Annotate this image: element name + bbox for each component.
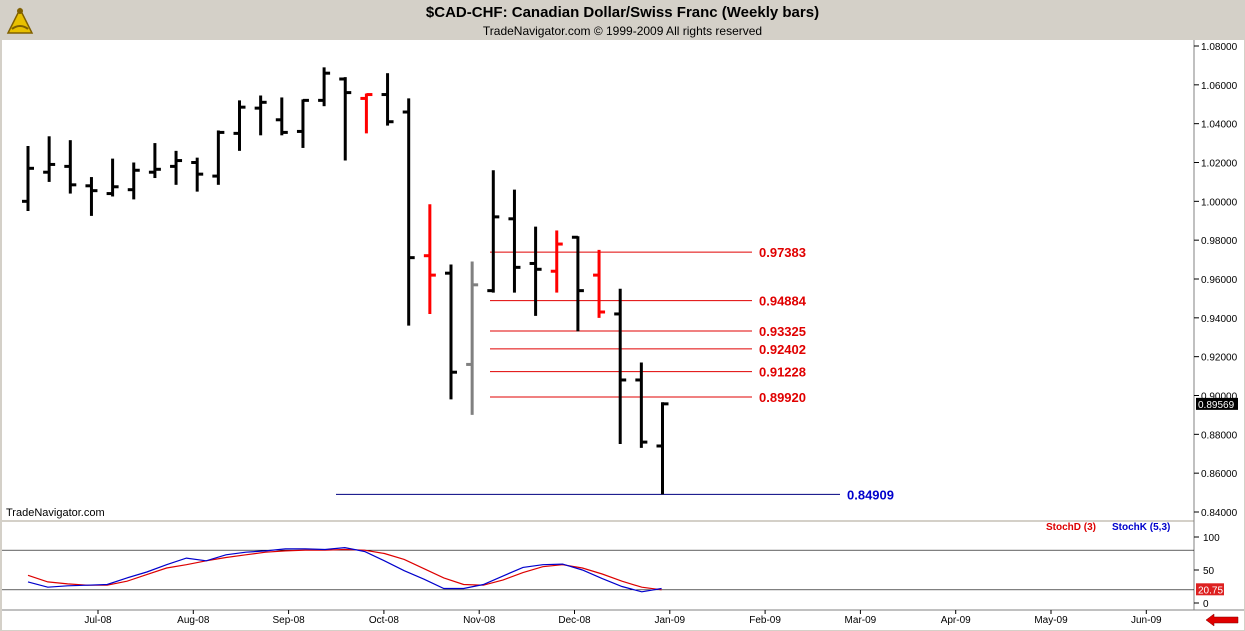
price-bar	[212, 130, 225, 185]
price-bar	[254, 95, 267, 136]
price-bar	[339, 77, 352, 161]
price-tick-label: 1.02000	[1201, 159, 1238, 170]
price-bar	[43, 136, 56, 182]
price-tick-label: 1.06000	[1201, 81, 1238, 92]
last-price-label: 0.89569	[1196, 397, 1238, 411]
price-bar	[571, 235, 584, 332]
date-tick-label: Aug-08	[177, 615, 210, 626]
price-bar	[360, 93, 373, 134]
price-tick-label: 0.96000	[1201, 275, 1238, 286]
price-bar	[487, 170, 500, 293]
date-tick-label: Feb-09	[749, 615, 781, 626]
price-bar	[191, 157, 204, 192]
price-bar	[85, 177, 98, 216]
stochastic-panel	[2, 522, 1194, 610]
price-tick-label: 0.90000	[1201, 392, 1238, 403]
price-bar	[656, 402, 669, 495]
legend-stoch-d: StochD (3)	[1046, 522, 1096, 533]
legend-stoch-k: StochK (5,3)	[1112, 522, 1170, 533]
stoch-d-line	[27, 548, 662, 591]
price-bar	[423, 204, 436, 314]
price-axis-panel	[1194, 40, 1244, 610]
stoch-k-line	[27, 546, 662, 593]
price-bar	[529, 226, 542, 316]
resistance-level-label: 0.89920	[759, 390, 806, 405]
price-tick-label: 1.04000	[1201, 120, 1238, 131]
low-level-label: 0.84909	[847, 487, 894, 502]
last-price-value: 0.89569	[1198, 400, 1235, 411]
price-bar	[275, 97, 288, 136]
price-bar	[466, 261, 479, 415]
date-tick-label: Jul-08	[84, 615, 112, 626]
price-bar	[233, 100, 246, 151]
date-tick-label: Sep-08	[272, 615, 305, 626]
date-tick-label: Jan-09	[655, 615, 686, 626]
price-tick-label: 0.84000	[1201, 508, 1238, 519]
date-tick-label: Apr-09	[941, 615, 971, 626]
stoch-tick-label: 50	[1203, 566, 1215, 577]
date-tick-label: Jun-09	[1131, 615, 1162, 626]
stoch-tick-label: 0	[1203, 599, 1209, 610]
date-tick-label: Oct-08	[369, 615, 399, 626]
price-bar	[381, 73, 394, 126]
price-bar	[148, 143, 161, 179]
price-bar	[127, 162, 140, 200]
price-bar	[550, 230, 563, 293]
price-bar	[22, 145, 34, 212]
date-tick-label: Dec-08	[558, 615, 591, 626]
chart-title: $CAD-CHF: Canadian Dollar/Swiss Franc (W…	[425, 4, 820, 21]
watermark-text: TradeNavigator.com	[6, 507, 105, 519]
stoch-last-value: 20.75	[1198, 585, 1223, 596]
price-tick-label: 1.00000	[1201, 197, 1238, 208]
date-axis-panel	[2, 610, 1244, 630]
price-bar	[402, 98, 415, 326]
chart-subtitle: TradeNavigator.com © 1999-2009 All right…	[482, 24, 763, 38]
date-tick-label: Nov-08	[463, 615, 496, 626]
price-bar	[296, 98, 309, 148]
price-bar	[64, 140, 77, 194]
resistance-level-label: 0.97383	[759, 245, 806, 260]
price-bar	[593, 249, 606, 318]
price-tick-label: 0.98000	[1201, 236, 1238, 247]
price-tick-label: 0.94000	[1201, 314, 1238, 325]
date-tick-label: May-09	[1034, 615, 1068, 626]
price-bar	[445, 264, 457, 400]
scroll-left-arrow-icon[interactable]	[1205, 613, 1239, 627]
stoch-last-label: 20.75	[1196, 583, 1224, 596]
resistance-level-label: 0.92402	[759, 342, 806, 357]
price-bar	[635, 362, 648, 448]
price-bar	[170, 150, 183, 185]
date-tick-label: Mar-09	[845, 615, 877, 626]
price-tick-label: 0.86000	[1201, 469, 1238, 480]
resistance-level-label: 0.93325	[759, 324, 806, 339]
price-tick-label: 0.88000	[1201, 430, 1238, 441]
price-tick-label: 1.08000	[1201, 42, 1238, 53]
price-tick-label: 0.92000	[1201, 353, 1238, 364]
sextant-logo-icon	[6, 7, 34, 34]
price-bar	[106, 158, 119, 197]
resistance-level-label: 0.91228	[759, 365, 806, 380]
price-bar	[614, 288, 627, 445]
price-bar	[508, 189, 521, 293]
price-bar	[318, 67, 331, 107]
resistance-level-label: 0.94884	[759, 294, 807, 309]
stoch-tick-label: 100	[1203, 533, 1220, 544]
